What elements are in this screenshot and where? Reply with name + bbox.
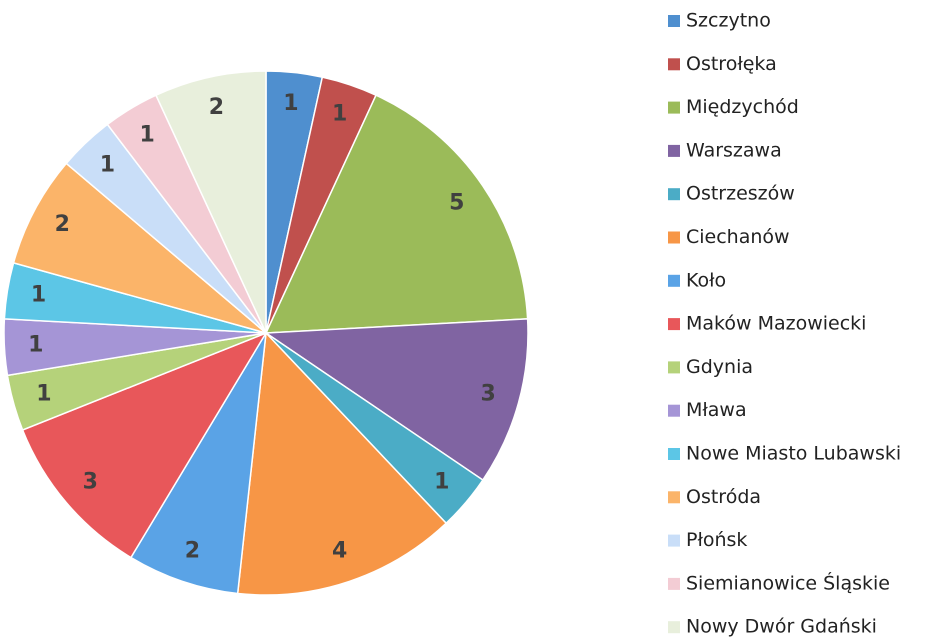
legend-swatch	[668, 404, 680, 417]
legend-label: Ostrołęka	[686, 53, 777, 75]
legend-swatch	[668, 491, 680, 504]
pie-slice	[263, 318, 529, 482]
pie-slice	[21, 331, 268, 559]
legend-swatch	[668, 621, 680, 634]
legend-swatch	[668, 448, 680, 460]
data-label: 1	[36, 382, 51, 407]
legend-swatch	[668, 318, 680, 331]
data-label: 1	[139, 122, 154, 147]
pie-slice	[129, 332, 267, 595]
legend-label: Gdynia	[686, 356, 753, 378]
legend-swatch	[668, 188, 680, 201]
data-label: 2	[55, 212, 70, 237]
legend-label: Nowe Miasto Lubawski	[686, 443, 901, 465]
legend-swatch	[668, 101, 680, 114]
data-label: 1	[434, 469, 449, 494]
data-label: 1	[28, 332, 43, 357]
legend-swatch	[668, 15, 680, 27]
legend-swatch	[668, 144, 680, 157]
legend-swatch	[668, 274, 680, 287]
pie-slice	[264, 94, 529, 334]
data-label: 3	[83, 469, 98, 494]
pie-slice	[154, 70, 267, 334]
data-label: 2	[209, 95, 224, 120]
pie-slice	[236, 331, 448, 596]
data-label: 4	[332, 538, 347, 563]
data-label: 1	[100, 153, 115, 178]
legend-label: Szczytno	[686, 10, 771, 32]
legend-label: Warszawa	[686, 139, 782, 161]
pie-slice	[12, 162, 267, 334]
legend-label: Ostróda	[686, 486, 761, 508]
data-label: 1	[332, 102, 347, 127]
data-label: 3	[480, 382, 495, 407]
legend-swatch	[668, 58, 680, 71]
data-label: 1	[31, 283, 46, 308]
legend-label: Ostrzeszów	[686, 183, 795, 205]
legend-label: Koło	[686, 269, 726, 291]
legend-swatch	[668, 361, 680, 374]
data-label: 2	[185, 538, 200, 563]
legend-label: Płońsk	[686, 529, 747, 551]
legend-label: Mława	[686, 399, 747, 421]
legend-label: Międzychód	[686, 96, 799, 118]
data-label: 5	[449, 191, 464, 216]
legend-swatch	[668, 534, 680, 547]
data-label: 1	[283, 91, 298, 116]
legend-label: Nowy Dwór Gdański	[686, 616, 877, 637]
legend-label: Maków Mazowiecki	[686, 313, 866, 335]
legend-label: Siemianowice Śląskie	[686, 570, 890, 594]
legend-swatch	[668, 231, 680, 244]
legend-swatch	[668, 577, 680, 590]
legend-label: Ciechanów	[686, 226, 790, 248]
